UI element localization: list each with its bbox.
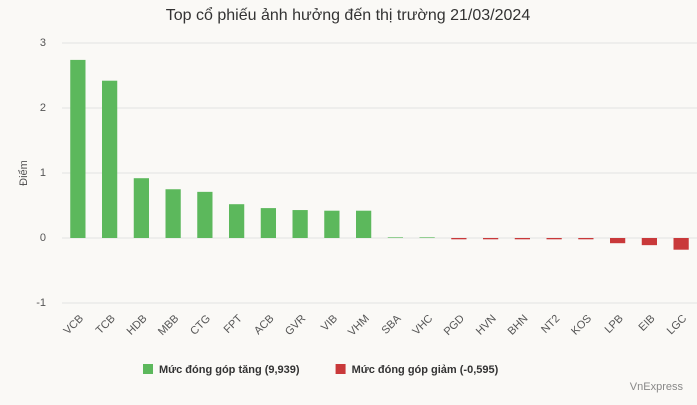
bar [610,238,626,244]
bar [451,238,467,240]
y-axis-label: Điểm [18,160,30,186]
bar [229,204,245,238]
bar [419,237,435,238]
bar [70,59,86,239]
bar [356,210,372,238]
y-tick-label: 3 [40,37,46,49]
y-tick-label: 2 [40,102,46,114]
x-tick-label: MBB [156,313,181,338]
x-tick-label: KOS [569,313,594,338]
bar [578,238,594,240]
x-tick-label: VCB [62,313,86,337]
bar [133,178,149,238]
bar [165,189,181,238]
x-tick-label: SBA [379,312,404,337]
x-tick-label: VHC [410,313,435,338]
x-tick-label: CTG [188,313,213,338]
x-tick-label: BHN [506,313,531,338]
bar [483,238,499,240]
legend-label: Mức đóng góp tăng (9,939) [159,364,300,376]
bar [260,208,276,238]
bar [641,238,657,246]
source: VnExpress [630,381,684,393]
x-tick-label: ACB [252,313,276,337]
x-tick-label: PGD [442,313,467,338]
bar [387,237,403,238]
chart-title: Top cổ phiếu ảnh hưởng đến thị trường 21… [166,6,531,24]
y-tick-label: 1 [40,167,46,179]
bar [324,210,340,238]
bar [197,191,213,238]
legend-swatch [335,364,346,374]
x-tick-label: NT2 [539,313,562,336]
x-tick-label: LGC [665,313,690,338]
x-tick-label: EIB [637,313,658,334]
y-tick-label: -1 [36,297,46,309]
y-tick-label: 0 [40,232,46,244]
bar [102,80,118,238]
bar [514,238,530,240]
x-tick-label: TCB [94,313,118,337]
legend-swatch [143,364,153,374]
bar [292,210,308,238]
x-tick-label: LPB [603,313,626,336]
x-tick-label: GVR [283,313,308,338]
bar [673,238,689,250]
x-tick-label: VHM [346,313,372,339]
bar [546,238,562,240]
x-tick-label: FPT [222,312,245,335]
x-tick-label: HVN [474,313,499,338]
legend-label: Mức đóng góp giảm (-0,595) [352,364,499,376]
x-tick-label: VIB [319,313,340,334]
x-tick-label: HDB [125,313,150,338]
